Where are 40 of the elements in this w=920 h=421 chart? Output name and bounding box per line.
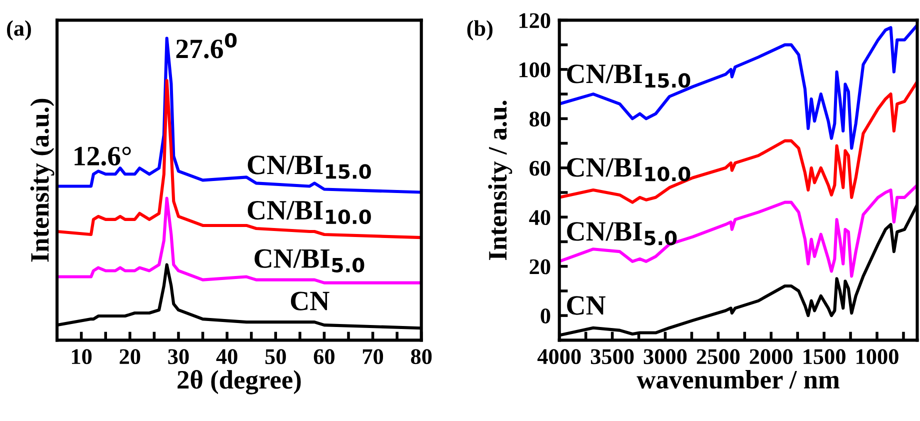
- x-axis-title: 2θ (degree): [178, 370, 301, 394]
- series-label: CN/BI$_{10.0}$: [567, 158, 690, 182]
- x-tick-label: 80: [410, 349, 432, 364]
- series-label: CN: [290, 292, 330, 310]
- annotation: 12.6°: [74, 146, 131, 166]
- y-tick-label: 20: [530, 259, 550, 274]
- series-label: CN/BI$_{5.0}$: [254, 249, 364, 272]
- series-label: CN/BI$_{15.0}$: [248, 156, 371, 179]
- y-tick-label: 0: [540, 308, 550, 324]
- x-tick-label: 50: [265, 349, 286, 364]
- text: (b): [467, 20, 492, 40]
- x-tick-label: 2500: [696, 349, 740, 364]
- y-axis-title: Intensity (a.u.): [30, 98, 54, 262]
- x-tick-label: 4000: [537, 349, 581, 364]
- x-axis-title: wavenumber / nm: [636, 370, 840, 389]
- y-axis-title: Intensity / a.u.: [488, 100, 512, 260]
- x-tick-label: 40: [216, 349, 238, 364]
- series-label: CN/BI$_{10.0}$: [248, 200, 371, 224]
- x-tick-label: 3000: [644, 349, 687, 364]
- y-tick-label: 60: [530, 160, 550, 176]
- series-label: CN/BI$_{5.0}$: [567, 222, 677, 246]
- x-tick-label: 70: [362, 349, 384, 364]
- x-tick-label: 30: [168, 349, 189, 364]
- series-label: CN/BI$_{15.0}$: [567, 64, 690, 88]
- x-tick-label: 10: [72, 349, 92, 364]
- annotation: 27.6$^{0}$: [176, 32, 237, 58]
- line-series: [559, 24, 918, 150]
- y-tick-label: 120: [519, 13, 550, 28]
- x-tick-label: 20: [120, 349, 140, 364]
- series-label: CN: [567, 296, 606, 315]
- y-tick-label: 100: [519, 62, 550, 78]
- x-tick-label: 60: [314, 349, 334, 364]
- x-tick-label: 3500: [590, 349, 634, 364]
- line-series: [559, 184, 918, 278]
- x-tick-label: 1000: [856, 349, 898, 364]
- y-tick-label: 80: [530, 112, 550, 127]
- x-tick-label: 1500: [804, 349, 846, 364]
- text: (a): [7, 20, 31, 40]
- y-tick-label: 40: [529, 210, 550, 226]
- x-tick-label: 2000: [750, 349, 792, 364]
